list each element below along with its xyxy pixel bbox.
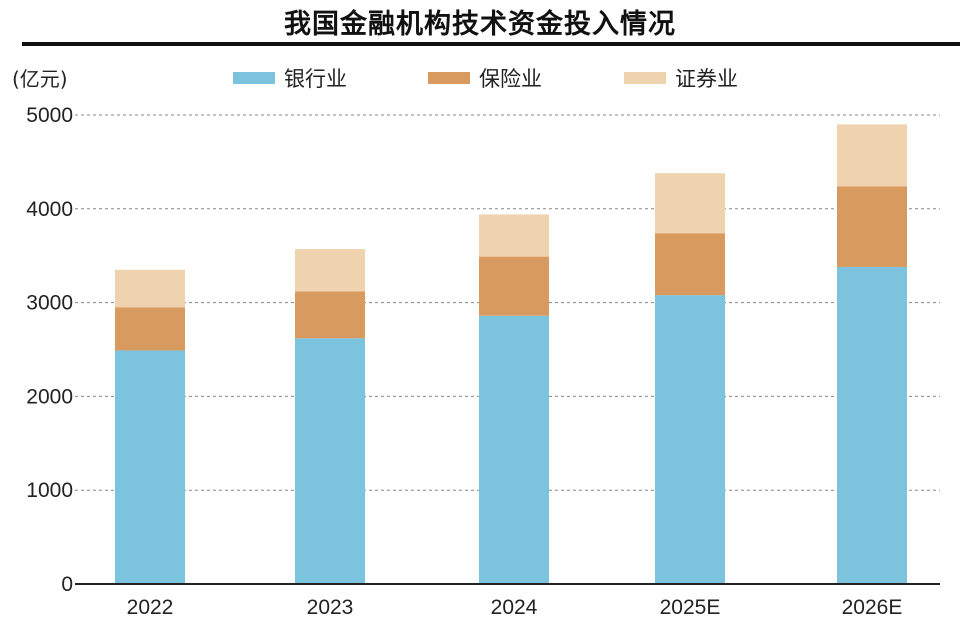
legend: 银行业 保险业 证券业 [233, 67, 738, 91]
bar-segment-银行业-2026E [837, 266, 907, 584]
y-axis: 0 1000 2000 3000 4000 5000 [26, 104, 73, 596]
bar-segment-银行业-2025E [655, 295, 725, 584]
bar-segment-证券业-2023 [295, 249, 365, 292]
x-axis: 2022 2023 2024 2025E 2026E [127, 596, 903, 619]
x-tick-label: 2026E [842, 596, 903, 619]
y-tick-label: 1000 [26, 479, 73, 502]
legend-swatch-证券业 [624, 72, 666, 84]
bar-segment-银行业-2022 [115, 350, 185, 584]
bar-segment-证券业-2026E [837, 124, 907, 187]
legend-label: 保险业 [479, 67, 542, 91]
bar-segment-保险业-2024 [479, 256, 549, 316]
x-tick-label: 2022 [127, 596, 174, 619]
x-tick-label: 2023 [307, 596, 354, 619]
bars [115, 124, 907, 584]
y-tick-label: 4000 [26, 198, 73, 221]
bar-segment-证券业-2025E [655, 173, 725, 234]
legend-label: 证券业 [675, 67, 738, 91]
bar-segment-保险业-2026E [837, 186, 907, 267]
x-tick-label: 2024 [491, 596, 538, 619]
y-tick-label: 3000 [26, 292, 73, 315]
bar-segment-保险业-2025E [655, 233, 725, 296]
title-rule [22, 42, 960, 46]
bar-segment-证券业-2022 [115, 269, 185, 308]
y-tick-label: 0 [61, 573, 73, 596]
bar-segment-银行业-2023 [295, 338, 365, 584]
legend-swatch-保险业 [428, 72, 470, 84]
legend-label: 银行业 [284, 67, 347, 91]
bar-segment-证券业-2024 [479, 214, 549, 257]
y-unit-label: (亿元) [12, 67, 68, 91]
chart-title: 我国金融机构技术资金投入情况 [284, 9, 676, 40]
y-tick-label: 5000 [26, 104, 73, 127]
x-tick-label: 2025E [660, 596, 721, 619]
bar-segment-保险业-2023 [295, 291, 365, 339]
y-tick-label: 2000 [26, 385, 73, 408]
legend-swatch-银行业 [233, 72, 275, 84]
bar-segment-保险业-2022 [115, 307, 185, 351]
bar-segment-银行业-2024 [479, 315, 549, 584]
